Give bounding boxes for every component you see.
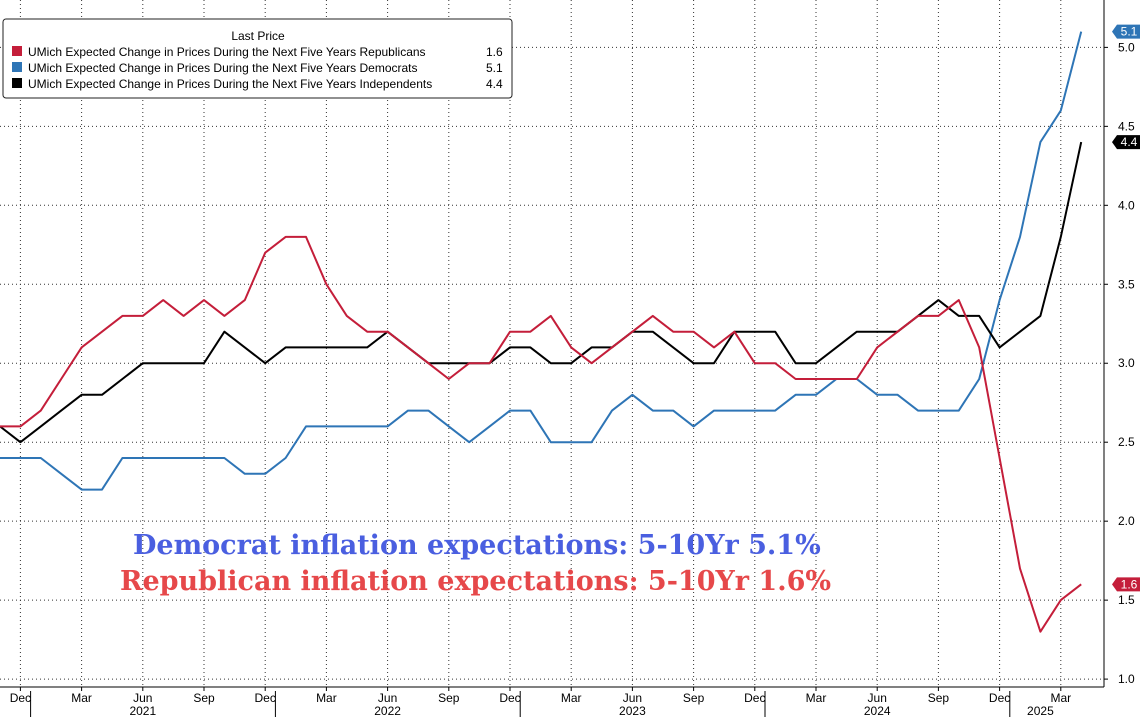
y-tick-label: 1.5 (1118, 593, 1135, 607)
series-layer (0, 31, 1083, 633)
annotation-democrat: Democrat inflation expectations: 5-10Yr … (133, 530, 821, 561)
year-label: 2025 (1027, 704, 1054, 717)
y-tick-label: 2.5 (1118, 435, 1135, 449)
legend-value-independents: 4.4 (486, 77, 503, 91)
last-value-tag-box (1112, 577, 1140, 592)
x-tick-label: Sep (438, 691, 460, 705)
y-tick-label: 5.0 (1118, 40, 1135, 54)
x-tick-label: Mar (1050, 691, 1071, 705)
x-tick-label: Dec (10, 691, 31, 705)
legend-value-republicans: 1.6 (486, 45, 503, 59)
last-value-tag-box (1112, 135, 1140, 150)
last-value-tags: 5.1 4.4 1.6 (1112, 24, 1140, 592)
legend-swatch-democrats (12, 62, 22, 72)
y-tick-label: 2.0 (1118, 514, 1135, 528)
x-tick-label: Sep (683, 691, 705, 705)
year-label: 2024 (864, 704, 891, 717)
y-tick-label: 4.0 (1118, 198, 1135, 212)
x-tick-label: Mar (316, 691, 337, 705)
x-tick-label: Dec (989, 691, 1010, 705)
grid-layer (0, 0, 1104, 687)
legend-swatch-independents (12, 78, 22, 88)
x-tick-label: Mar (806, 691, 827, 705)
x-tick-label: Jun (868, 691, 887, 705)
y-tick-label: 3.5 (1118, 277, 1135, 291)
legend-swatch-republicans (12, 46, 22, 56)
last-value-tag-text: 1.6 (1121, 577, 1138, 591)
last-value-tag-box (1112, 24, 1140, 39)
x-tick-label: Sep (928, 691, 950, 705)
series-line-democrats (0, 31, 1083, 491)
legend-title: Last Price (231, 29, 285, 43)
x-tick-label: Dec (499, 691, 520, 705)
series-line-republicans (0, 235, 1082, 633)
last-value-tag-text: 5.1 (1121, 25, 1138, 39)
x-tick-label: Mar (71, 691, 92, 705)
year-label: 2022 (374, 704, 401, 717)
legend-label-independents: UMich Expected Change in Prices During t… (28, 77, 432, 91)
last-value-tag-republicans: 1.6 (1112, 577, 1140, 592)
legend-frame (2, 18, 513, 99)
year-label: 2023 (619, 704, 646, 717)
x-tick-label: Dec (744, 691, 765, 705)
annotation-republican: Republican inflation expectations: 5-10Y… (120, 566, 831, 597)
x-tick-label: Jun (378, 691, 397, 705)
legend: Last Price UMich Expected Change in Pric… (2, 18, 513, 99)
legend-value-democrats: 5.1 (486, 61, 503, 75)
y-tick-label: 1.0 (1118, 672, 1135, 686)
y-tick-label: 4.5 (1118, 119, 1135, 133)
last-value-tag-text: 4.4 (1121, 135, 1138, 149)
x-tick-label: Sep (193, 691, 215, 705)
legend-label-republicans: UMich Expected Change in Prices During t… (28, 45, 426, 59)
last-value-tag-democrats: 5.1 (1112, 24, 1140, 39)
x-tick-label: Mar (561, 691, 582, 705)
x-tick-label: Jun (623, 691, 642, 705)
x-tick-label: Dec (255, 691, 276, 705)
legend-label-democrats: UMich Expected Change in Prices During t… (28, 61, 418, 75)
last-value-tag-independents: 4.4 (1112, 135, 1140, 150)
x-tick-label: Jun (133, 691, 152, 705)
y-tick-label: 3.0 (1118, 356, 1135, 370)
year-label: 2021 (129, 704, 156, 717)
